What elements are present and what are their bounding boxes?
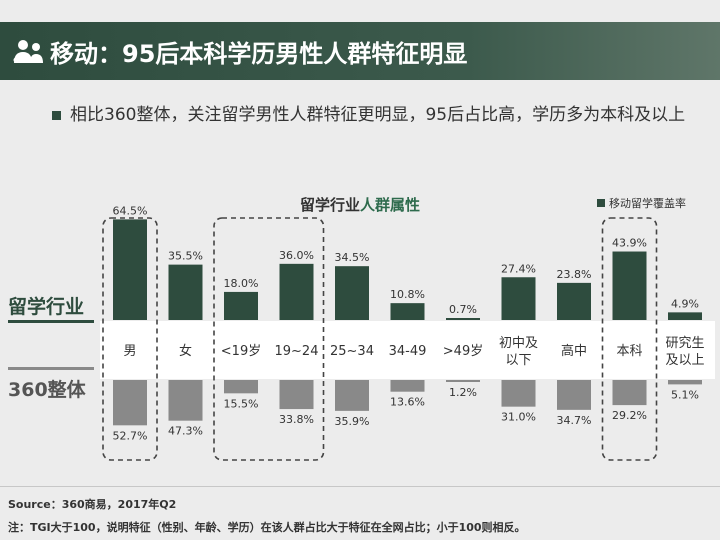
category-label-9: 本科	[616, 344, 642, 359]
page-title: 移动：95后本科学历男性人群特征明显	[50, 40, 468, 68]
value-label-top-1: 35.5%	[168, 250, 203, 263]
chart-title-prefix: 留学行业	[300, 196, 360, 214]
legend-swatch	[597, 199, 605, 207]
category-label-3: 19~24	[275, 344, 319, 359]
bar-bottom-10	[668, 380, 702, 385]
chart-title-highlight: 人群属性	[360, 196, 420, 214]
bar-top-8	[557, 282, 591, 320]
value-label-top-2: 18.0%	[224, 277, 259, 290]
bar-bottom-8	[557, 380, 591, 410]
bar-bottom-2	[224, 380, 258, 394]
category-label-2: <19岁	[221, 344, 261, 359]
bar-top-2	[224, 291, 258, 320]
category-label-7-line1: 初中及	[499, 336, 538, 351]
footnote-text: 注：TGI大于100，说明特征（性别、年龄、学历）在该人群占比大于特征在全网占比…	[8, 521, 526, 534]
bar-bottom-7	[501, 380, 536, 407]
value-label-bottom-8: 34.7%	[557, 414, 592, 427]
row-label-bottom: 360整体	[8, 378, 87, 401]
value-label-top-4: 34.5%	[335, 251, 370, 264]
category-label-10-line2: 及以上	[665, 353, 704, 368]
title-bar: 移动：95后本科学历男性人群特征明显	[0, 22, 720, 80]
category-label-4: 25~34	[330, 344, 374, 359]
category-label-6: >49岁	[443, 344, 483, 359]
bullet-marker	[52, 111, 61, 120]
value-label-top-10: 4.9%	[671, 297, 699, 310]
bar-top-5	[390, 303, 425, 320]
bar-top-9	[612, 251, 647, 320]
row-label-top: 留学行业	[8, 295, 84, 318]
value-label-top-0: 64.5%	[113, 204, 148, 217]
value-label-bottom-5: 13.6%	[390, 396, 425, 409]
chart-title: 留学行业人群属性	[300, 196, 420, 214]
bar-bottom-4	[335, 380, 369, 411]
category-band	[100, 321, 715, 379]
bar-bottom-6	[446, 380, 480, 382]
category-label-5: 34-49	[389, 344, 427, 359]
row-underline-top	[8, 320, 94, 323]
value-label-top-3: 36.0%	[279, 249, 314, 262]
bar-top-10	[668, 312, 702, 320]
value-label-top-7: 27.4%	[501, 262, 536, 275]
value-label-top-9: 43.9%	[612, 237, 647, 250]
highlight-box-2	[601, 217, 658, 461]
people-icon	[13, 40, 43, 63]
category-label-0: 男	[123, 344, 136, 359]
bar-top-6	[446, 318, 480, 320]
value-label-bottom-9: 29.2%	[612, 409, 647, 422]
value-label-bottom-10: 5.1%	[671, 388, 699, 401]
highlight-box-0	[102, 217, 158, 461]
audience-attributes-chart: 留学行业人群属性 移动留学覆盖率留学行业360整体64.5%52.7%男35.5%…	[8, 196, 715, 461]
category-label-8: 高中	[561, 343, 587, 359]
bar-top-1	[168, 264, 203, 320]
value-label-top-8: 23.8%	[557, 268, 592, 281]
legend-label: 移动留学覆盖率	[609, 196, 686, 210]
bar-bottom-5	[390, 380, 425, 392]
value-label-top-5: 10.8%	[390, 288, 425, 301]
bar-bottom-9	[612, 380, 647, 406]
value-label-bottom-3: 33.8%	[279, 413, 314, 426]
row-underline-bottom	[8, 367, 94, 370]
value-label-top-6: 0.7%	[449, 303, 477, 316]
category-label-7-line2: 以下	[505, 353, 531, 368]
summary-text: 相比360整体，关注留学男性人群特征更明显，95后占比高，学历多为本科及以上	[70, 105, 686, 125]
value-label-bottom-2: 15.5%	[224, 397, 259, 410]
source-text: Source：360商易，2017年Q2	[8, 498, 177, 511]
value-label-bottom-1: 47.3%	[168, 425, 203, 438]
footer-divider	[0, 486, 720, 487]
category-label-1: 女	[179, 343, 192, 359]
bar-top-0	[113, 219, 147, 320]
highlight-box-1	[213, 217, 325, 461]
bar-top-7	[501, 277, 536, 320]
bar-bottom-0	[113, 380, 147, 426]
value-label-bottom-0: 52.7%	[113, 429, 148, 442]
value-label-bottom-7: 31.0%	[501, 411, 536, 424]
bar-bottom-3	[279, 380, 314, 410]
bar-top-4	[335, 266, 369, 320]
value-label-bottom-6: 1.2%	[449, 386, 477, 399]
value-label-bottom-4: 35.9%	[335, 415, 370, 428]
bar-top-3	[279, 263, 314, 320]
category-label-10-line1: 研究生	[665, 336, 704, 351]
bar-bottom-1	[168, 380, 203, 421]
